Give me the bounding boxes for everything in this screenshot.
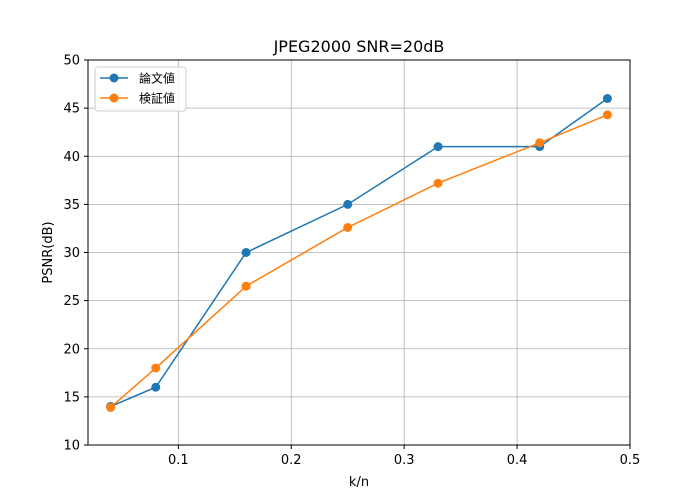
x-tick-label: 0.2: [281, 453, 302, 468]
series-2: [106, 110, 612, 412]
data-point: [535, 138, 545, 148]
data-point: [602, 94, 612, 103]
y-tick-label: 20: [63, 342, 80, 357]
legend-label: 論文値: [139, 71, 175, 86]
data-point: [151, 363, 161, 373]
axis-ticks: 0.1 0.2 0.3 0.4 0.5 10 15 20 25 30 35 40 45 50: [63, 54, 640, 469]
y-tick-label: 40: [63, 150, 80, 165]
x-tick-label: 0.3: [394, 453, 415, 468]
chart-title: JPEG2000 SNR=20dB: [273, 37, 445, 56]
y-tick-label: 15: [63, 390, 80, 405]
y-axis-label: PSNR(dB): [41, 221, 56, 283]
data-point: [241, 248, 251, 257]
data-point: [343, 222, 353, 232]
y-tick-label: 50: [63, 54, 80, 69]
legend-item: 論文値: [100, 71, 175, 86]
data-point: [433, 142, 443, 152]
x-tick-label: 0.1: [168, 453, 189, 468]
legend-marker: [109, 73, 119, 83]
y-tick-label: 30: [63, 246, 80, 261]
y-tick-label: 35: [63, 198, 80, 213]
data-point: [106, 402, 116, 412]
data-point: [151, 382, 161, 392]
series-layer: [106, 94, 612, 412]
legend-label: 検証値: [139, 91, 175, 106]
data-point: [602, 110, 612, 120]
x-tick-label: 0.5: [620, 453, 641, 468]
data-point: [241, 281, 251, 291]
legend-item: 検証値: [100, 91, 175, 106]
data-point: [433, 178, 443, 188]
x-axis-label: k/n: [349, 475, 369, 490]
y-tick-label: 45: [63, 102, 80, 117]
series-line: [110, 114, 608, 409]
y-tick-label: 10: [63, 439, 80, 454]
x-tick-label: 0.4: [507, 453, 528, 468]
y-tick-label: 25: [63, 294, 80, 309]
legend-marker: [109, 93, 119, 103]
data-point: [343, 199, 353, 209]
grid-lines: [88, 59, 631, 446]
